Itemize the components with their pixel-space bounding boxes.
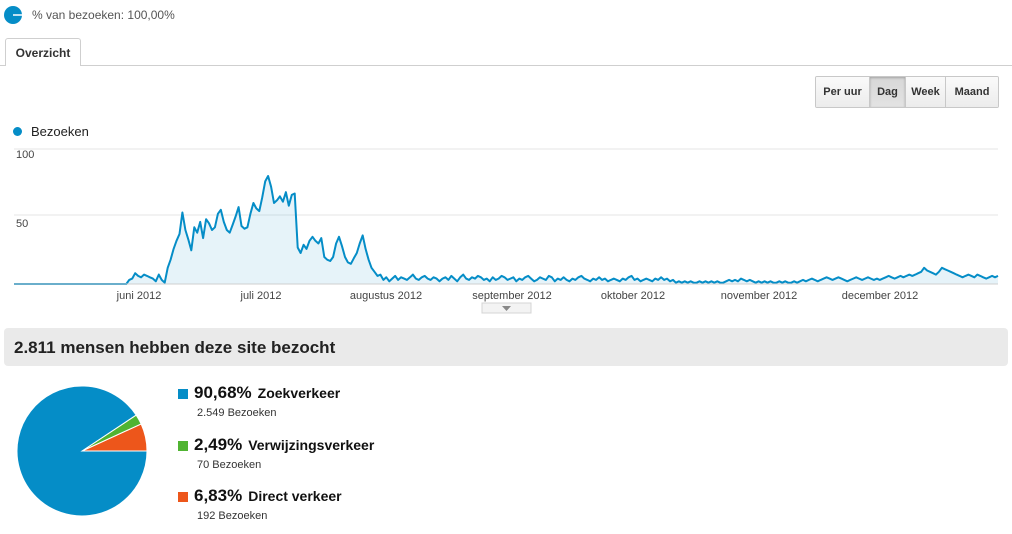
source-direct-verkeer[interactable]: 6,83% Direct verkeer 192 Bezoeken bbox=[178, 486, 342, 522]
zoek-swatch-icon bbox=[178, 389, 188, 399]
tab-overzicht[interactable]: Overzicht bbox=[5, 38, 81, 66]
dag-button[interactable]: Dag bbox=[870, 77, 906, 107]
source-pct: 90,68% bbox=[194, 383, 252, 402]
chevron-down-icon bbox=[502, 306, 511, 311]
source-name: Verwijzingsverkeer bbox=[248, 437, 375, 453]
chart-legend[interactable]: Bezoeken bbox=[13, 124, 89, 139]
x-tick-december: december 2012 bbox=[842, 290, 918, 302]
source-zoekverkeer[interactable]: 90,68% Zoekverkeer 2.549 Bezoeken bbox=[178, 383, 340, 419]
segment-indicator[interactable]: % van bezoeken: 100,00% bbox=[3, 4, 175, 26]
x-tick-oktober: oktober 2012 bbox=[601, 290, 665, 302]
week-button[interactable]: Week bbox=[906, 77, 946, 107]
y-tick-50: 50 bbox=[16, 218, 28, 230]
source-visits: 70 Bezoeken bbox=[197, 459, 262, 471]
pie-slice-zoekverkeer[interactable] bbox=[16, 385, 148, 517]
x-tick-juni: juni 2012 bbox=[116, 290, 162, 302]
segment-label: % van bezoeken: 100,00% bbox=[32, 8, 175, 22]
summary-banner: 2.811 mensen hebben deze site bezocht bbox=[4, 328, 1008, 366]
source-pct: 2,49% bbox=[194, 435, 243, 454]
source-pct: 6,83% bbox=[194, 486, 243, 505]
source-visits: 192 Bezoeken bbox=[197, 510, 268, 522]
y-tick-100: 100 bbox=[16, 149, 34, 161]
traffic-sources-pie bbox=[16, 385, 148, 517]
granularity-button-group: Per uur Dag Week Maand bbox=[815, 76, 999, 108]
x-tick-september: september 2012 bbox=[472, 290, 552, 302]
chart-expand-handle[interactable] bbox=[481, 302, 532, 314]
series-area bbox=[14, 176, 998, 284]
segment-pie-icon bbox=[4, 6, 22, 24]
visits-chart: 100 50 juni 2012 juli 2012 augustus 2012… bbox=[14, 148, 999, 314]
source-verwijzingsverkeer[interactable]: 2,49% Verwijzingsverkeer 70 Bezoeken bbox=[178, 435, 374, 471]
source-name: Zoekverkeer bbox=[257, 385, 341, 401]
legend-label: Bezoeken bbox=[31, 124, 89, 139]
tab-bar-divider bbox=[0, 65, 1012, 66]
series-line bbox=[14, 175, 999, 285]
x-tick-juli: juli 2012 bbox=[240, 290, 282, 302]
x-tick-november: november 2012 bbox=[721, 290, 797, 302]
direct-swatch-icon bbox=[178, 492, 188, 502]
maand-button[interactable]: Maand bbox=[946, 77, 998, 107]
per-uur-button[interactable]: Per uur bbox=[816, 77, 870, 107]
verwijzing-swatch-icon bbox=[178, 441, 188, 451]
legend-dot-icon bbox=[13, 127, 22, 136]
source-visits: 2.549 Bezoeken bbox=[197, 407, 277, 419]
source-name: Direct verkeer bbox=[248, 488, 342, 504]
x-tick-augustus: augustus 2012 bbox=[350, 290, 422, 302]
summary-headline: 2.811 mensen hebben deze site bezocht bbox=[14, 338, 336, 357]
